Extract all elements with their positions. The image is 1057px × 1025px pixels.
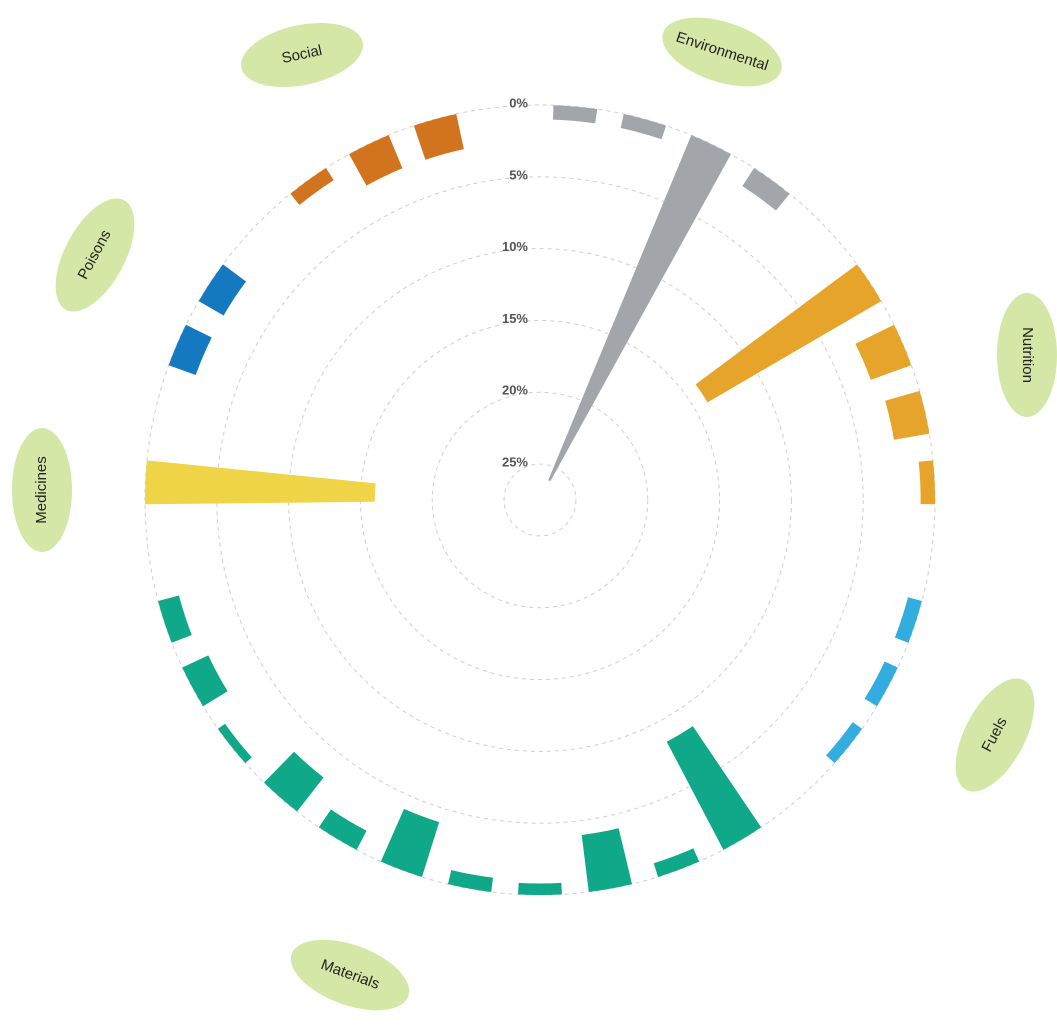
bar [264, 752, 324, 812]
bar [414, 114, 464, 160]
bar [290, 168, 333, 205]
group-label-text: Nutrition [1019, 327, 1036, 383]
bar [381, 809, 439, 877]
bar [169, 325, 212, 375]
bar [158, 595, 192, 642]
bar [548, 135, 731, 481]
group-label: Environmental [654, 4, 790, 99]
group-label: Social [235, 13, 369, 97]
chart: Environmental Nutrition Fuels Materials Medi… [0, 0, 1057, 1020]
r-tick-label: 5% [509, 167, 528, 182]
bar [182, 655, 227, 706]
bar [885, 391, 929, 440]
r-tick-label: 25% [502, 455, 528, 470]
bar [145, 460, 376, 504]
bar [582, 828, 632, 892]
bar [919, 460, 935, 504]
bar [654, 848, 699, 877]
bar [553, 105, 597, 123]
bar [742, 168, 789, 211]
grid-ring [504, 464, 576, 536]
bar [826, 722, 862, 763]
group-label: Poisons [39, 186, 150, 324]
bar [349, 135, 402, 186]
r-tick-label: 10% [502, 239, 528, 254]
bar [895, 597, 922, 642]
grid-ring [432, 392, 647, 607]
bar [621, 114, 666, 139]
group-label: Medicines [12, 428, 72, 552]
group-label-text: Medicines [33, 456, 50, 524]
group-label: Materials [281, 926, 418, 1020]
bar [518, 883, 562, 895]
bar [667, 726, 761, 850]
bar [218, 724, 252, 763]
bar [696, 264, 882, 402]
r-tick-label: 15% [502, 311, 528, 326]
bar [319, 809, 367, 849]
bar [199, 264, 246, 315]
grid-ring [360, 320, 719, 679]
r-tick-label: 0% [509, 95, 528, 110]
bar [855, 325, 911, 380]
r-tick-label: 20% [502, 383, 528, 398]
group-label: Nutrition [997, 293, 1057, 417]
bar [448, 870, 493, 892]
group-label: Fuels [939, 666, 1050, 804]
